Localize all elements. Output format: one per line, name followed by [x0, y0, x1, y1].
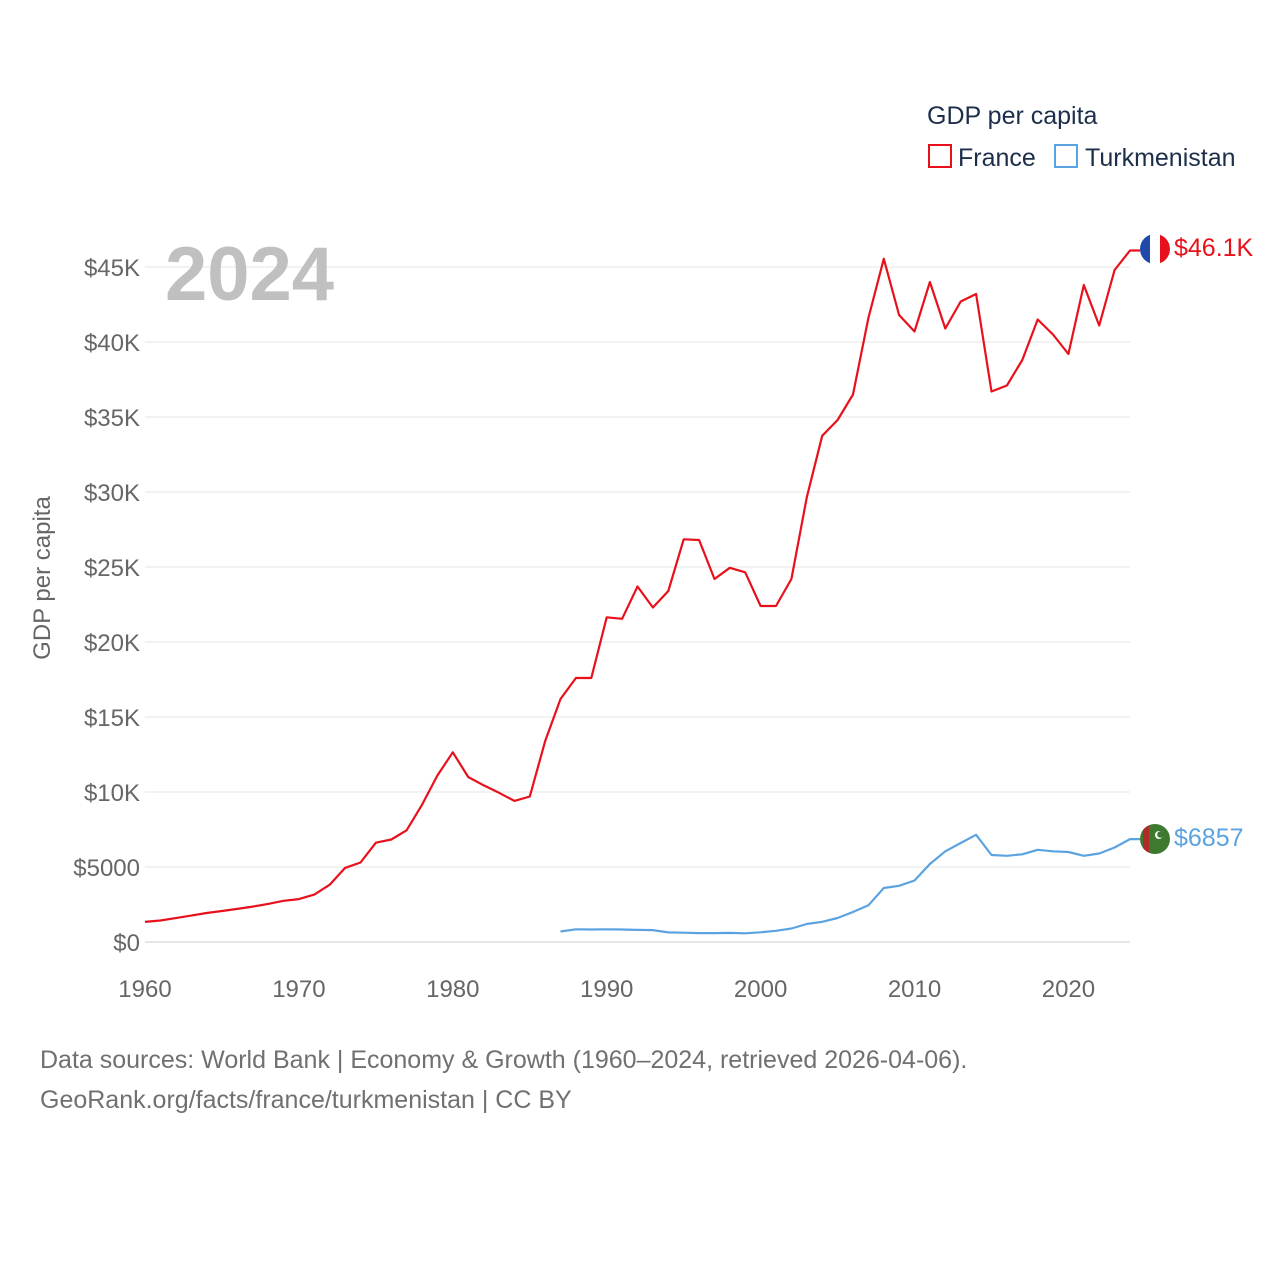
gdp-chart: $0$5000$10K$15K$20K$25K$30K$35K$40K$45K … — [29, 102, 1254, 1003]
y-tick-label: $10K — [84, 780, 140, 807]
series-lines — [144, 249, 1141, 935]
y-tick-label: $35K — [84, 405, 140, 432]
legend: GDP per capita France Turkmenistan — [927, 102, 1236, 172]
x-tick-label: 2000 — [734, 976, 787, 1003]
grid-lines — [145, 266, 1130, 943]
y-tick-label: $0 — [113, 930, 140, 957]
legend-swatch-france[interactable] — [928, 144, 952, 168]
y-tick-label: $25K — [84, 555, 140, 582]
legend-swatch-turkmenistan[interactable] — [1054, 144, 1078, 168]
footer-sources: Data sources: World Bank | Economy & Gro… — [40, 1046, 968, 1074]
series-line-turkmenistan[interactable] — [560, 833, 1141, 935]
x-tick-label: 1970 — [272, 976, 325, 1003]
france-flag-icon — [1140, 234, 1170, 264]
x-tick-label: 1960 — [118, 976, 171, 1003]
footer: Data sources: World Bank | Economy & Gro… — [40, 1040, 967, 1120]
x-tick-label: 1980 — [426, 976, 479, 1003]
turkmenistan-flag-icon — [1140, 824, 1170, 854]
footer-link[interactable]: GeoRank.org/facts/france/turkmenistan | … — [40, 1086, 572, 1114]
y-tick-label: $30K — [84, 480, 140, 507]
x-tick-label: 2010 — [888, 976, 941, 1003]
year-label: 2024 — [165, 232, 334, 317]
end-label-france: $46.1K — [1174, 234, 1254, 262]
x-tick-label: 2020 — [1042, 976, 1095, 1003]
x-axis-ticks: 1960 1970 1980 1990 2000 2010 2020 — [118, 976, 1095, 1003]
y-tick-label: $15K — [84, 705, 140, 732]
end-label-turkmenistan: $6857 — [1174, 824, 1244, 852]
y-tick-label: $45K — [84, 255, 140, 282]
x-tick-label: 1990 — [580, 976, 633, 1003]
y-tick-label: $5000 — [73, 855, 140, 882]
y-tick-label: $40K — [84, 330, 140, 357]
y-axis-ticks: $0 $5000 $10K $15K $20K $25K $30K $35K $40K $45K — [73, 255, 140, 957]
y-axis-label: GDP per capita — [29, 496, 56, 660]
legend-title: GDP per capita — [927, 102, 1098, 130]
y-tick-label: $20K — [84, 630, 140, 657]
legend-label-turkmenistan[interactable]: Turkmenistan — [1085, 144, 1236, 172]
legend-label-france[interactable]: France — [958, 144, 1036, 172]
series-line-france[interactable] — [144, 249, 1140, 923]
